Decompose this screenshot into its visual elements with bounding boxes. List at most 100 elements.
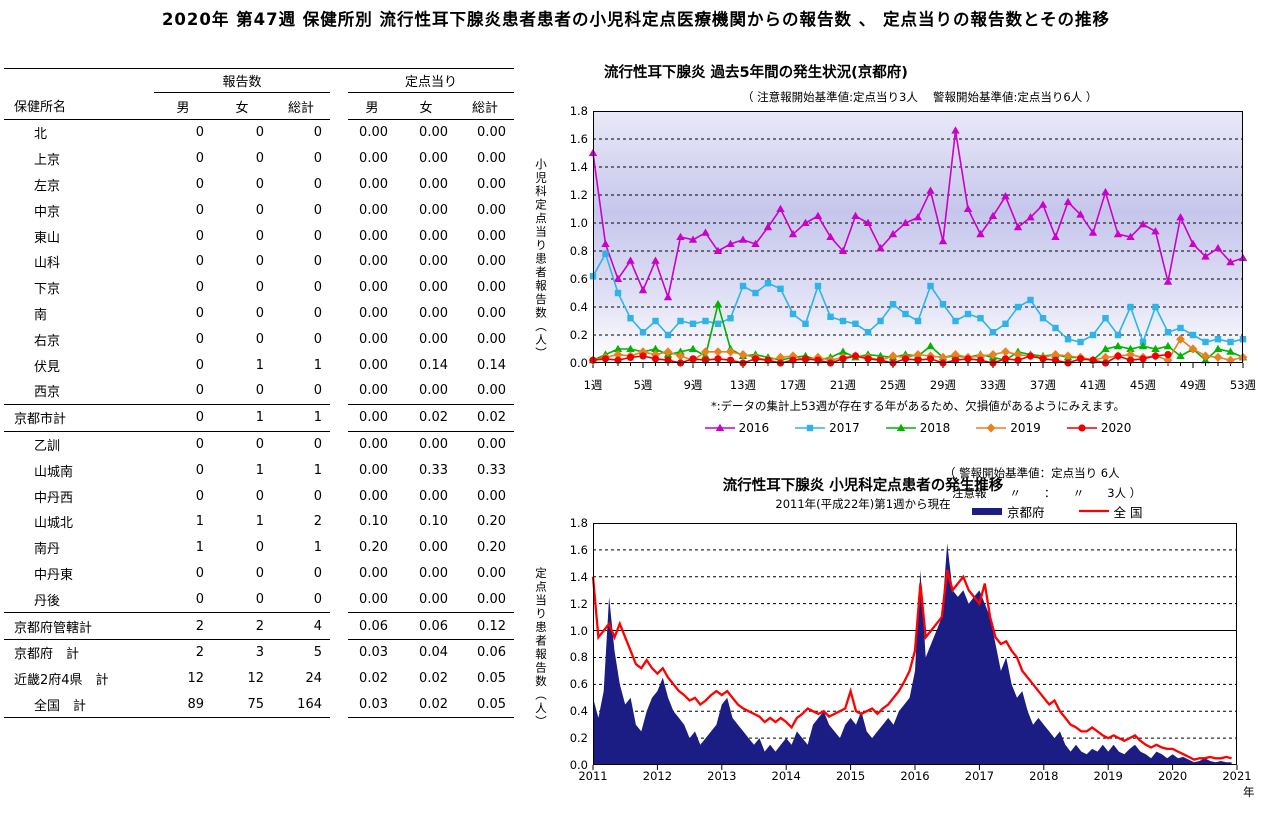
table-row: 山城南 0 1 1 0.00 0.33 0.33 bbox=[4, 457, 514, 483]
column-gap bbox=[330, 457, 348, 483]
report-count-cell: 0 bbox=[195, 280, 204, 296]
row-name: 左京 bbox=[34, 178, 61, 194]
column-group-per-sentinel: 定点当り bbox=[348, 68, 514, 93]
header-spacer bbox=[4, 69, 154, 93]
column-gap bbox=[330, 535, 348, 561]
rate-cell: 0.03 bbox=[359, 645, 388, 661]
report-count-cell: 0 bbox=[313, 280, 322, 296]
chart1-legend-item-2016: 2016 bbox=[704, 421, 769, 435]
row-name: 乙訓 bbox=[34, 438, 61, 454]
report-count-cell: 0 bbox=[195, 202, 204, 218]
chart2-y-tick-label: 0.8 bbox=[569, 650, 588, 665]
chart1-series-2016 bbox=[588, 126, 1248, 301]
rate-cell: 0.04 bbox=[419, 645, 448, 661]
column-gap bbox=[330, 509, 348, 535]
rate-cell: 0.20 bbox=[359, 540, 388, 556]
square-marker-icon bbox=[795, 424, 826, 432]
chart1-x-tick-label: 25週 bbox=[879, 378, 907, 392]
chart2-y-tick-label: 0.4 bbox=[569, 704, 588, 719]
rate-cell: 0.33 bbox=[477, 462, 506, 478]
chart2-title: 流行性耳下腺炎 小児科定点患者の発生推移 bbox=[722, 478, 1004, 494]
chart2-svg bbox=[591, 523, 1238, 770]
rate-cell: 0.00 bbox=[359, 228, 388, 244]
triangle-marker-icon bbox=[704, 423, 735, 431]
column-header-male: 男 bbox=[154, 92, 212, 120]
row-name: 西京 bbox=[34, 385, 61, 401]
chart2-subtitle: 2011年(平成22年)第1週から現在 bbox=[775, 497, 951, 511]
rate-cell: 0.10 bbox=[419, 514, 448, 530]
rate-cell: 0.33 bbox=[419, 462, 448, 478]
column-gap bbox=[330, 223, 348, 249]
chart2-line-zenkoku bbox=[591, 569, 1232, 761]
report-count-cell: 75 bbox=[212, 691, 272, 719]
chart2-x-tick-label: 2014 bbox=[771, 769, 801, 783]
report-count-cell: 0 bbox=[195, 254, 204, 270]
column-gap bbox=[330, 404, 348, 431]
chart1-x-tick-label: 13週 bbox=[729, 378, 757, 392]
rate-cell: 0.00 bbox=[359, 591, 388, 607]
report-count-cell: 0 bbox=[313, 176, 322, 192]
row-name: 中丹西 bbox=[34, 490, 74, 506]
chart1-y-tick-label: 0.4 bbox=[569, 300, 588, 314]
report-count-cell: 0 bbox=[313, 202, 322, 218]
chart1-x-tick-label: 37週 bbox=[1029, 378, 1057, 392]
rate-cell: 0.00 bbox=[477, 254, 506, 270]
chart1-footnote: *:データの集計上53週が存在する年があるため、欠損値があるようにみえます。 bbox=[710, 399, 1126, 413]
chart1-series-2017 bbox=[589, 250, 1247, 346]
chart2-threshold-line1: （ 警報開始基準値：定点当り 6人 bbox=[944, 466, 1120, 480]
chart1-legend-item-2019: 2019 bbox=[976, 421, 1041, 435]
health-center-table-wrap: 報告数 定点当り 保健所名 男 女 総計 男 女 総計 北 0 0 0 0.00 0.00… bbox=[4, 68, 514, 719]
report-count-cell: 0 bbox=[313, 488, 322, 504]
rate-cell: 0.00 bbox=[359, 331, 388, 347]
chart2-area-kyoto bbox=[593, 543, 1232, 765]
report-count-cell: 0 bbox=[255, 540, 264, 556]
row-name: 中丹東 bbox=[34, 567, 74, 583]
rate-cell: 0.00 bbox=[359, 305, 388, 321]
report-count-cell: 12 bbox=[247, 671, 264, 687]
rate-cell: 0.10 bbox=[359, 514, 388, 530]
rate-cell: 0.00 bbox=[477, 331, 506, 347]
table-row: 山科 0 0 0 0.00 0.00 0.00 bbox=[4, 249, 514, 275]
rate-cell: 0.00 bbox=[359, 125, 388, 141]
rate-cell: 0.00 bbox=[477, 228, 506, 244]
report-count-cell: 0 bbox=[255, 436, 264, 452]
report-count-cell: 0 bbox=[195, 331, 204, 347]
rate-cell: 0.00 bbox=[419, 436, 448, 452]
chart1-x-tick-label: 17週 bbox=[779, 378, 807, 392]
column-header-female: 女 bbox=[212, 92, 272, 120]
chart2-y-tick-label: 0.2 bbox=[569, 731, 588, 746]
rate-cell: 0.12 bbox=[456, 612, 514, 640]
rate-cell: 0.00 bbox=[419, 151, 448, 167]
chart2-x-tick-label: 2017 bbox=[964, 769, 995, 783]
report-count-cell: 0 bbox=[195, 176, 204, 192]
chart1-legend-item-2017: 2017 bbox=[795, 421, 860, 435]
chart2-y-tick-label: 1.4 bbox=[569, 569, 588, 584]
column-group-report: 報告数 bbox=[154, 68, 330, 93]
column-gap bbox=[330, 483, 348, 509]
chart1-plot-area bbox=[588, 111, 1248, 368]
table-row: 中丹西 0 0 0 0.00 0.00 0.00 bbox=[4, 483, 514, 509]
report-count-cell: 1 bbox=[255, 462, 264, 478]
rate-cell: 0.00 bbox=[419, 125, 448, 141]
report-count-cell: 0 bbox=[255, 125, 264, 141]
rate-cell: 0.00 bbox=[419, 228, 448, 244]
report-count-cell: 0 bbox=[255, 151, 264, 167]
report-count-cell: 0 bbox=[195, 565, 204, 581]
report-count-cell: 89 bbox=[154, 691, 212, 719]
chart1-legend-item-2020: 2020 bbox=[1066, 421, 1131, 435]
rate-cell: 0.00 bbox=[477, 176, 506, 192]
rate-cell: 0.05 bbox=[477, 671, 506, 687]
column-gap bbox=[330, 378, 348, 404]
table-row: 南 0 0 0 0.00 0.00 0.00 bbox=[4, 301, 514, 327]
rate-cell: 0.00 bbox=[419, 202, 448, 218]
table-body: 北 0 0 0 0.00 0.00 0.00 上京 0 0 0 0.00 0.00 0.00 左京 0 0 0 0.… bbox=[4, 120, 514, 719]
rate-cell: 0.00 bbox=[419, 565, 448, 581]
table-row: 東山 0 0 0 0.00 0.00 0.00 bbox=[4, 223, 514, 249]
report-count-cell: 3 bbox=[255, 645, 264, 661]
chart2-x-tick-label: 2011 bbox=[578, 769, 608, 783]
chart2-x-tick-label: 2021 bbox=[1222, 769, 1252, 783]
report-count-cell: 1 bbox=[272, 403, 330, 432]
table-row: 近畿2府4県 計 12 12 24 0.02 0.02 0.05 bbox=[4, 666, 514, 692]
rate-cell: 0.00 bbox=[419, 280, 448, 296]
chart1-legend-label: 2018 bbox=[919, 421, 951, 435]
